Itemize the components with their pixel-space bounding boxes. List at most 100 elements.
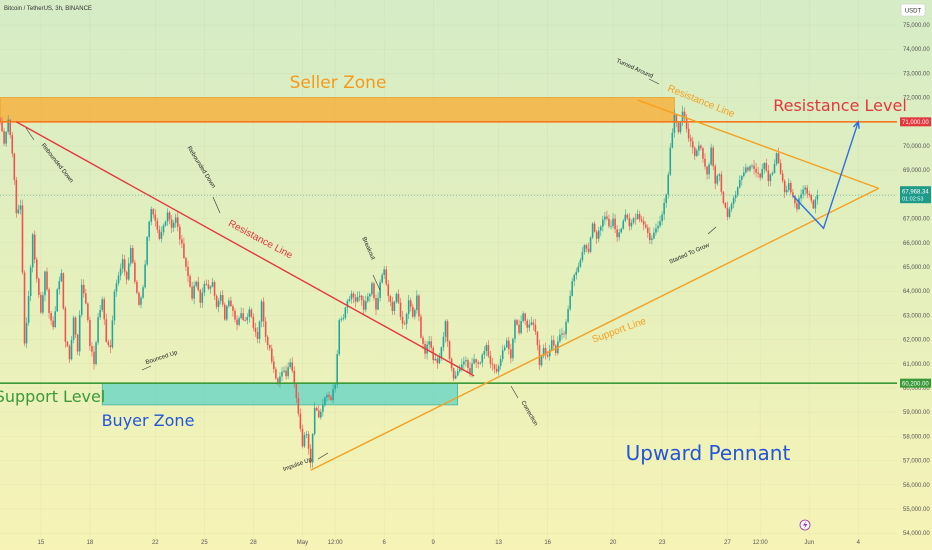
candle-body (567, 309, 569, 322)
candle-body (518, 324, 520, 334)
candle-body (751, 165, 753, 167)
candle-body (117, 275, 120, 284)
candle-body (35, 259, 38, 279)
candle-body (438, 357, 441, 364)
candle-body (585, 245, 588, 249)
candle-body (493, 364, 496, 369)
candle-body (540, 356, 543, 366)
candle-body (669, 147, 672, 175)
price-tick-label: 56,000.00 (903, 483, 930, 489)
candle-body (195, 281, 197, 286)
price-tick-label: 74,000.00 (903, 47, 930, 53)
candle-body (132, 248, 134, 263)
support-trend-line (310, 187, 880, 471)
candle-body (673, 114, 676, 133)
candle-body (350, 293, 353, 299)
candle-body (375, 298, 377, 310)
price-tick-label: 61,000.00 (903, 362, 930, 368)
candle-body (516, 320, 518, 325)
candle-body (505, 340, 508, 348)
time-tick-label: 28 (250, 540, 257, 546)
candle-body (399, 302, 402, 317)
price-tick-label: 69,000.00 (903, 168, 930, 174)
candle-body (230, 300, 232, 307)
candle-body (593, 223, 596, 232)
candle-body (352, 293, 355, 298)
candle-body (475, 359, 477, 363)
last-price-badge-box (900, 186, 931, 204)
candle-body (589, 237, 592, 252)
candle-body (44, 271, 46, 296)
candle-body (299, 413, 302, 429)
candle-body (724, 202, 727, 208)
candle-body (209, 286, 212, 289)
annotation-arrow (372, 274, 381, 291)
candle-body (240, 313, 242, 319)
candle-body (223, 304, 226, 320)
candle-body (636, 214, 639, 220)
candle-body (579, 260, 582, 267)
seller-zone (0, 97, 675, 123)
candle-body (542, 347, 545, 357)
time-axis[interactable]: 15 18 22 25 28 May 12:00 6 9 13 16 20 23 27 12:00 Jun 4 (38, 540, 861, 546)
candle-body (407, 300, 410, 314)
candle-body (29, 267, 32, 297)
trend-lines (0, 99, 897, 471)
candle-body (736, 187, 739, 195)
candle-body (205, 283, 208, 285)
candle-body (217, 300, 220, 307)
price-tick-label: 66,000.00 (903, 241, 930, 247)
candle-body (696, 150, 698, 156)
candle-body (467, 360, 469, 368)
candle-body (189, 276, 191, 287)
candle-body (262, 301, 265, 322)
time-tick-label: 22 (152, 540, 159, 546)
candle-body (129, 248, 132, 264)
candle-body (616, 229, 618, 238)
candle-body (256, 332, 259, 339)
candle-body (144, 264, 146, 288)
candle-body (64, 308, 67, 342)
time-tick-label: May (297, 540, 308, 546)
candle-body (479, 362, 482, 364)
candle-body (440, 347, 443, 358)
candle-body (166, 212, 169, 222)
candle-body (31, 234, 34, 268)
candle-body (307, 434, 310, 449)
candle-body (691, 141, 694, 148)
candle-body (328, 395, 330, 397)
candle-body (3, 131, 5, 144)
candle-body (38, 278, 40, 295)
resistance-trend-line (16, 121, 475, 377)
candle-body (481, 354, 484, 363)
currency-label: USDT (905, 8, 922, 14)
price-axis[interactable]: 54,000.00 55,000.00 56,000.00 57,000.00 58,0… (900, 23, 931, 537)
candle-body (526, 320, 529, 328)
candle-body (532, 322, 535, 325)
candle-body (232, 306, 234, 311)
candle-body (649, 232, 651, 240)
candle-body (54, 311, 56, 328)
replay-icon[interactable] (799, 519, 811, 531)
candle-body (618, 232, 620, 238)
chart-header-title: Bitcoin / TetherUS, 3h, BINANCE (4, 6, 92, 12)
candle-body (123, 259, 126, 272)
time-tick-label: 4 (857, 540, 861, 546)
candle-body (326, 395, 328, 398)
pennant-upper-line (637, 99, 879, 190)
candle-body (193, 285, 195, 299)
candle-body (655, 228, 657, 233)
candle-body (156, 220, 159, 230)
candle-body (638, 214, 641, 220)
candle-body (201, 292, 204, 303)
candle-body (777, 153, 780, 164)
candle-body (524, 313, 526, 321)
currency-button[interactable]: USDT (900, 3, 926, 17)
candle-body (769, 174, 772, 182)
candle-body (119, 268, 122, 276)
candle-body (332, 389, 334, 401)
currency-button-box[interactable] (900, 3, 926, 17)
candle-body (183, 243, 185, 259)
candle-body (381, 274, 383, 283)
candle-body (514, 320, 516, 339)
